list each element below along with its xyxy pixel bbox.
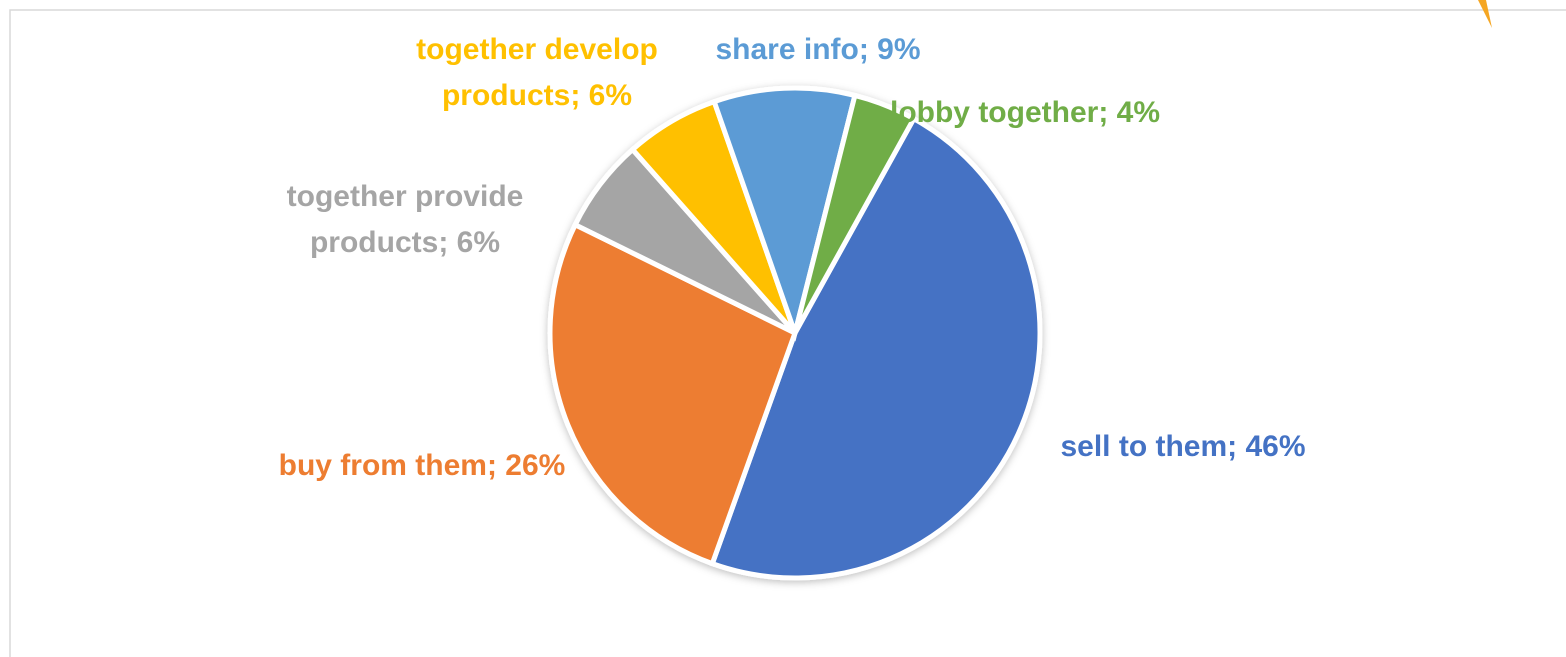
pie-slice	[709, 115, 1043, 581]
decoration	[1478, 0, 1492, 28]
pie-slice	[711, 85, 858, 342]
data-label: sell to them; 46%	[1060, 430, 1306, 463]
data-label: together develop products; 6%	[416, 33, 658, 112]
pie-slice	[547, 221, 799, 567]
chart-frame	[9, 9, 1566, 657]
data-label: together provide products; 6%	[286, 180, 524, 259]
data-label: buy from them; 26%	[278, 449, 566, 482]
data-label: lobby together; 4%	[889, 96, 1160, 129]
pie-slice	[792, 92, 918, 335]
pie	[547, 85, 1043, 581]
data-label: share info; 9%	[715, 33, 921, 66]
